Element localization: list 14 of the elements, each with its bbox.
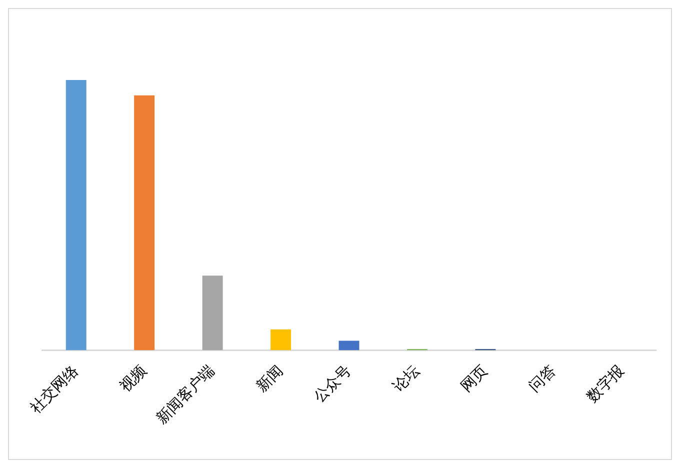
bar xyxy=(66,80,86,350)
x-tick-label: 公众号 xyxy=(310,362,355,406)
bar xyxy=(202,276,223,350)
x-tick-label: 问答 xyxy=(526,362,560,396)
x-tick-label: 网页 xyxy=(458,362,492,396)
bar xyxy=(270,329,292,350)
x-tick-label: 新闻 xyxy=(253,362,286,396)
x-tick-label: 数字报 xyxy=(584,362,628,406)
x-tick-label: 社交网络 xyxy=(27,362,82,417)
x-tick-label: 论坛 xyxy=(390,362,423,396)
x-tick-label: 新闻客户端 xyxy=(153,362,218,428)
bar xyxy=(338,340,360,350)
bar xyxy=(134,95,155,350)
x-tick-label: 视频 xyxy=(116,362,150,396)
